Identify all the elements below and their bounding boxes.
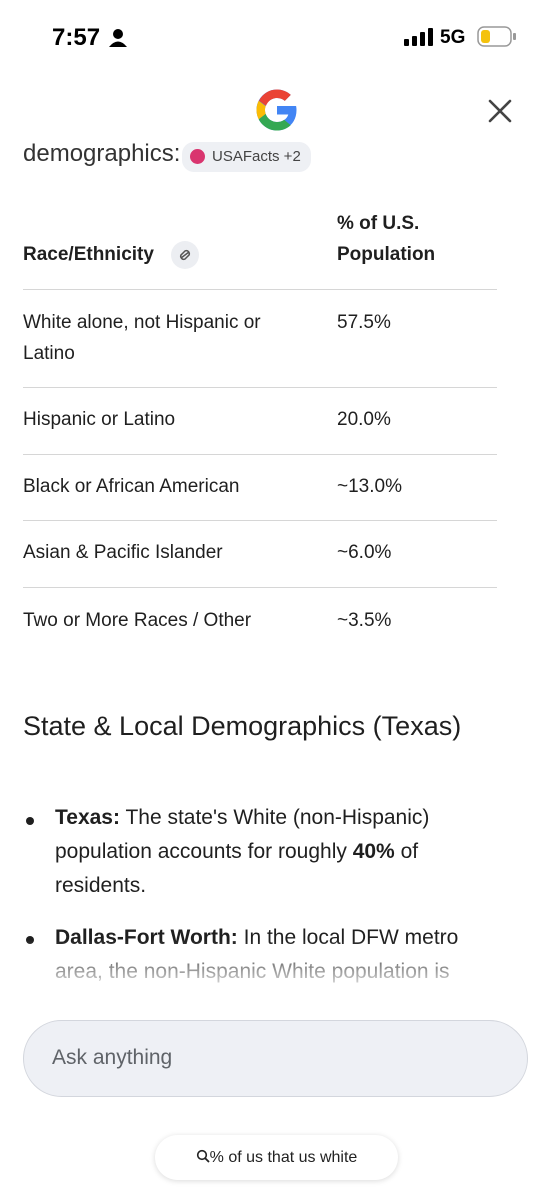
ask-input[interactable]: Ask anything <box>23 1020 528 1097</box>
query-text: % of us that us white <box>209 1149 358 1166</box>
bullet-label: Texas: <box>55 806 120 829</box>
network-label: 5G <box>440 27 466 48</box>
table-cell: Asian & Pacific Islander <box>23 542 223 563</box>
google-logo <box>256 89 297 131</box>
scroll-fade <box>0 940 554 995</box>
input-placeholder: Ask anything <box>52 1046 173 1069</box>
table-cell: ~13.0% <box>337 476 402 497</box>
table-cell: 57.5% <box>337 312 391 333</box>
table-divider <box>23 454 497 455</box>
table-header: % of U.S. Population <box>337 213 436 265</box>
table-cell: Two or More Races / Other <box>23 610 252 631</box>
status-time: 7:57 <box>52 24 101 51</box>
table-divider <box>23 289 497 290</box>
intro-text: demographics: <box>23 140 181 167</box>
table-cell: Hispanic or Latino <box>23 409 176 430</box>
table-cell: 20.0% <box>337 409 391 430</box>
bullet-dot <box>26 817 34 825</box>
table-header: Race/Ethnicity <box>23 244 154 265</box>
close-button[interactable] <box>488 99 512 123</box>
person-icon <box>109 29 127 47</box>
battery-icon <box>477 26 516 47</box>
bullet-emphasis: 40% <box>352 840 395 863</box>
search-icon <box>196 1149 210 1163</box>
bullet-text: The state's White (non-Hispanic) populat… <box>55 806 430 863</box>
source-chip[interactable]: USAFacts +2 <box>182 142 311 172</box>
table-divider <box>23 587 497 588</box>
answer-content: demographics: USAFacts +2 Race/Ethnicity… <box>0 132 554 990</box>
table-divider <box>23 387 497 388</box>
link-icon[interactable] <box>170 240 200 270</box>
table-cell: ~3.5% <box>337 610 392 631</box>
table-divider <box>23 520 497 521</box>
table-cell: Black or African American <box>23 476 240 497</box>
table-cell: White alone, not Hispanic or Latino <box>23 312 261 364</box>
bullet-text: of residents. <box>55 840 419 897</box>
section-heading: State & Local Demographics (Texas) <box>23 711 462 741</box>
signal-icon <box>404 28 433 46</box>
query-chip[interactable]: % of us that us white <box>155 1135 398 1180</box>
table-cell: ~6.0% <box>337 542 392 563</box>
bullet-item: Texas: The state's White (non-Hispanic) … <box>55 801 505 903</box>
